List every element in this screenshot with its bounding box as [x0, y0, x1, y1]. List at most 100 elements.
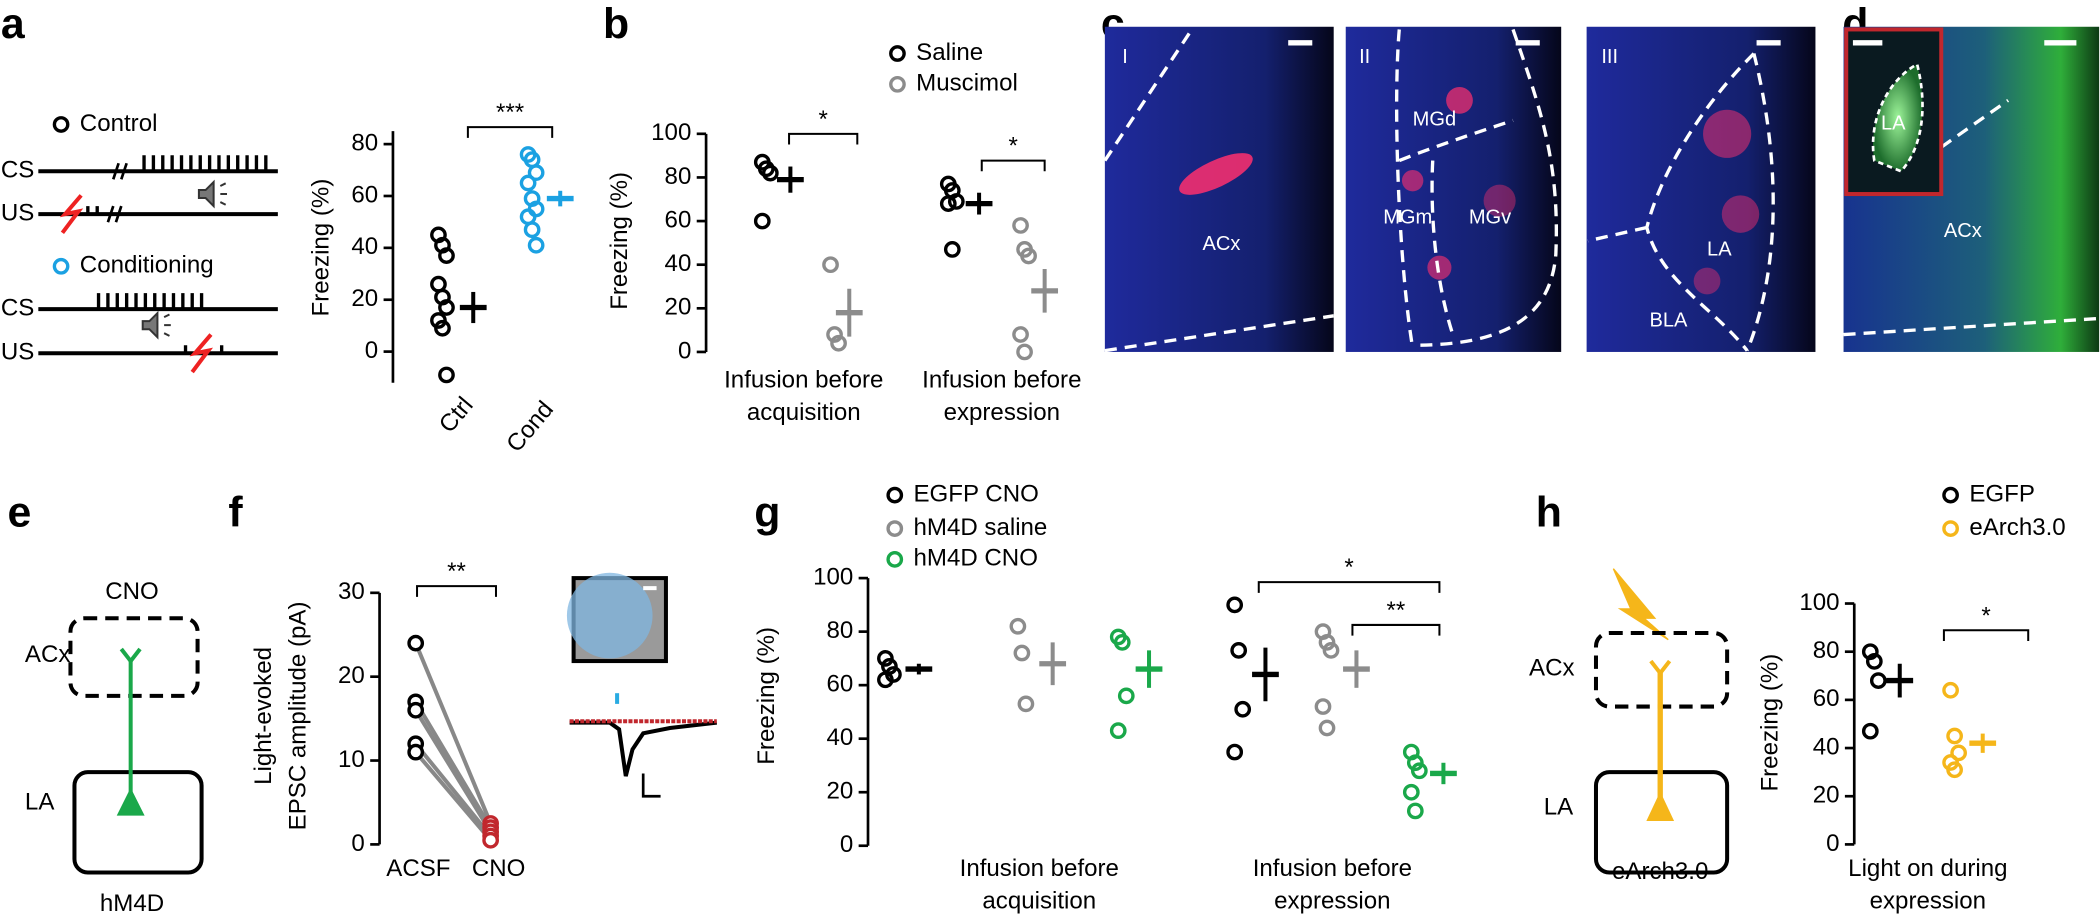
legend-label: EGFP	[1969, 480, 2035, 507]
y-tick-label: 30	[338, 578, 365, 605]
significance-label: *	[1981, 602, 1990, 629]
data-point	[1234, 700, 1252, 718]
data-point	[1861, 643, 1879, 661]
y-axis-label: Freezing (%)	[1757, 654, 1784, 792]
data-point	[407, 701, 425, 719]
diagram-label: hM4D	[100, 890, 164, 917]
pair-line	[413, 709, 493, 833]
section-label: II	[1359, 46, 1370, 68]
pair-line	[413, 700, 493, 829]
panel-label: h	[1536, 489, 1562, 537]
legend-label: Conditioning	[80, 252, 214, 279]
legend-label: Muscimol	[916, 70, 1018, 97]
x-category-label: expression	[1870, 887, 1986, 914]
y-axis-label: EPSC amplitude (pA)	[285, 602, 312, 831]
region-label: MGm	[1383, 206, 1432, 228]
row-label: US	[1, 199, 34, 226]
data-point	[1869, 672, 1887, 689]
y-tick-label: 40	[1813, 733, 1840, 760]
data-point	[1946, 761, 1963, 779]
data-point	[1406, 754, 1424, 772]
significance-bracket	[980, 159, 1046, 172]
data-point	[438, 366, 455, 384]
circuit-diagram	[68, 616, 204, 875]
significance-bracket	[466, 126, 554, 138]
pair-line	[414, 750, 493, 842]
data-point	[761, 164, 779, 182]
significance-label: ***	[496, 99, 524, 126]
y-tick-label: 20	[1813, 782, 1840, 809]
legend-label: eArch3.0	[1969, 514, 2065, 541]
panel-label: f	[228, 489, 243, 537]
data-point	[947, 193, 965, 210]
data-point	[527, 236, 545, 254]
data-point	[1861, 722, 1879, 740]
data-point	[407, 634, 425, 652]
significance-bracket	[788, 132, 859, 145]
row-label: CS	[1, 157, 34, 184]
y-tick-label: 40	[665, 250, 692, 277]
x-category-label: ACSF	[386, 855, 450, 882]
x-category-label: acquisition	[982, 887, 1096, 914]
circuit-diagram	[1593, 568, 1730, 875]
legend-marker	[52, 116, 70, 133]
y-tick-label: 100	[651, 119, 691, 146]
y-tick-label: 20	[826, 778, 853, 805]
y-tick-label: 20	[665, 294, 692, 321]
y-tick-label: 80	[826, 617, 853, 644]
data-point	[1226, 596, 1244, 614]
significance-bracket	[416, 585, 497, 597]
legend-marker	[1942, 520, 1959, 537]
data-point	[1016, 343, 1033, 361]
recording-inset	[566, 572, 718, 798]
data-point	[1946, 727, 1963, 745]
data-point	[1226, 743, 1244, 761]
x-category-label: Infusion before	[960, 855, 1119, 882]
data-point	[1318, 633, 1336, 651]
region-label: ACx	[1203, 233, 1241, 255]
diagram-label: ACx	[25, 641, 70, 668]
data-point	[1009, 617, 1027, 635]
data-point	[1117, 687, 1135, 705]
y-tick-label: 0	[1826, 830, 1839, 857]
region-label: LA	[1881, 113, 1906, 135]
data-point	[1020, 247, 1037, 265]
panel-label: b	[603, 0, 629, 48]
legend-marker	[1942, 486, 1959, 504]
diagram-label: LA	[1544, 794, 1574, 821]
data-point	[407, 743, 425, 761]
region-label: ACx	[1944, 220, 1982, 242]
y-tick-label: 0	[365, 337, 378, 364]
pair-line	[414, 742, 493, 838]
y-axis-label: Freezing (%)	[753, 627, 780, 765]
row-label: CS	[1, 294, 34, 321]
y-axis-label: Freezing (%)	[606, 172, 633, 310]
data-point	[877, 650, 894, 667]
y-axis-label: Freezing (%)	[307, 179, 334, 317]
legend-label: Control	[80, 110, 158, 137]
data-point	[1314, 698, 1332, 715]
x-category-label: Light on during	[1848, 855, 2007, 882]
y-tick-label: 100	[813, 563, 853, 590]
protocol-diagram	[38, 155, 278, 374]
data-point	[1012, 326, 1029, 343]
legend-label: Saline	[916, 39, 983, 66]
row-label: US	[1, 339, 34, 366]
region-label: MGv	[1469, 206, 1511, 228]
y-tick-label: 10	[338, 746, 365, 773]
significance-label: *	[1344, 554, 1353, 581]
legend-marker	[889, 45, 906, 62]
significance-label: *	[818, 106, 827, 133]
data-point	[1406, 802, 1424, 820]
panel-label: g	[754, 489, 780, 537]
data-point	[939, 195, 957, 212]
x-category-label: CNO	[472, 855, 526, 882]
data-point	[822, 256, 839, 274]
x-category-label: expression	[944, 399, 1060, 426]
data-point	[523, 221, 541, 239]
data-point	[438, 299, 455, 316]
significance-label: *	[1009, 133, 1018, 160]
y-tick-label: 60	[826, 671, 853, 698]
data-point	[1230, 641, 1248, 659]
